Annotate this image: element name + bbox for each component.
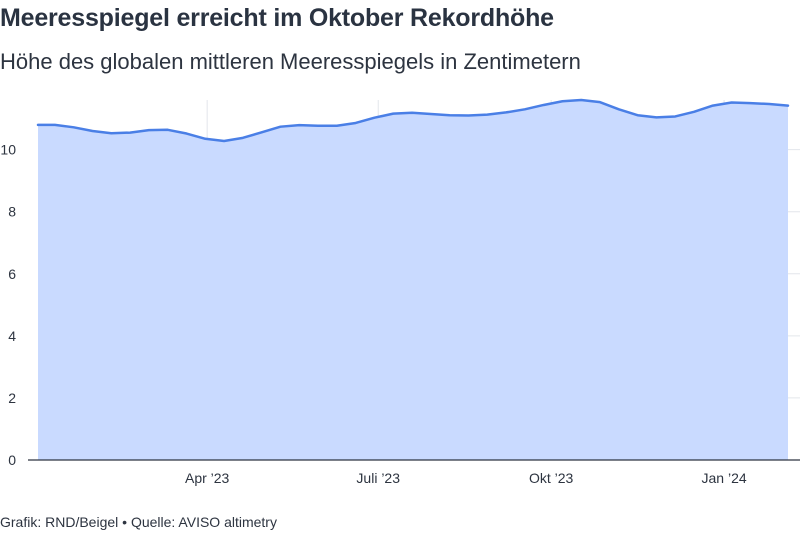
series-line [36,98,790,143]
area-layer [38,100,788,460]
footer-source: Quelle: AVISO altimetry [130,514,277,530]
footer-separator: • [122,514,128,530]
y-tick-label-2: 2 [8,390,16,406]
chart-subtitle: Höhe des globalen mittleren Meeresspiege… [0,49,581,74]
chart-footer: Grafik: RND/Beigel • Quelle: AVISO altim… [0,514,800,530]
y-tick-label-0: 0 [8,452,16,468]
chart-title: Meeresspiegel erreicht im Oktober Rekord… [0,4,554,32]
y-tick-label-8: 8 [8,204,16,220]
footer-credit: Grafik: RND/Beigel [0,514,119,530]
x-tick-label-0: Apr ’23 [185,470,230,486]
y-tick-label-10: 10 [0,142,16,158]
x-tick-label-1: Juli ’23 [356,470,400,486]
y-tick-label-4: 4 [8,328,16,344]
x-tick-label-2: Okt ’23 [529,470,574,486]
x-tick-label-3: Jan ’24 [702,470,747,486]
label-layer: 0 2 4 6 8 10 Apr ’23 Juli ’23 Okt ’23 Jan ’24 [0,142,746,486]
line-layer [36,98,790,143]
series-area [38,100,788,460]
y-tick-label-6: 6 [8,266,16,282]
